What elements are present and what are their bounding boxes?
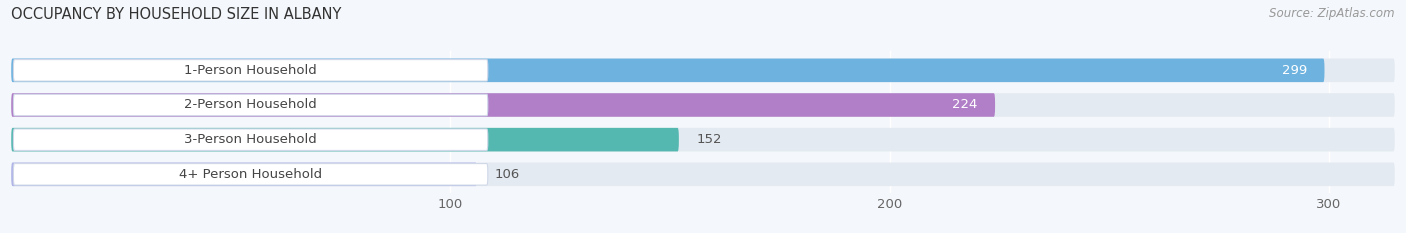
FancyBboxPatch shape	[14, 129, 488, 151]
FancyBboxPatch shape	[11, 163, 1395, 186]
Text: 299: 299	[1282, 64, 1308, 77]
FancyBboxPatch shape	[11, 58, 1324, 82]
Text: 106: 106	[495, 168, 520, 181]
FancyBboxPatch shape	[14, 94, 488, 116]
Text: 224: 224	[952, 99, 977, 112]
FancyBboxPatch shape	[11, 93, 1395, 117]
Text: OCCUPANCY BY HOUSEHOLD SIZE IN ALBANY: OCCUPANCY BY HOUSEHOLD SIZE IN ALBANY	[11, 7, 342, 22]
Text: 152: 152	[696, 133, 721, 146]
Text: 3-Person Household: 3-Person Household	[184, 133, 316, 146]
Text: Source: ZipAtlas.com: Source: ZipAtlas.com	[1270, 7, 1395, 20]
Text: 4+ Person Household: 4+ Person Household	[179, 168, 322, 181]
FancyBboxPatch shape	[11, 58, 1395, 82]
FancyBboxPatch shape	[14, 164, 488, 185]
Text: 2-Person Household: 2-Person Household	[184, 99, 316, 112]
Text: 1-Person Household: 1-Person Household	[184, 64, 316, 77]
FancyBboxPatch shape	[11, 128, 1395, 151]
FancyBboxPatch shape	[11, 128, 679, 151]
FancyBboxPatch shape	[11, 163, 477, 186]
FancyBboxPatch shape	[14, 60, 488, 81]
FancyBboxPatch shape	[11, 93, 995, 117]
